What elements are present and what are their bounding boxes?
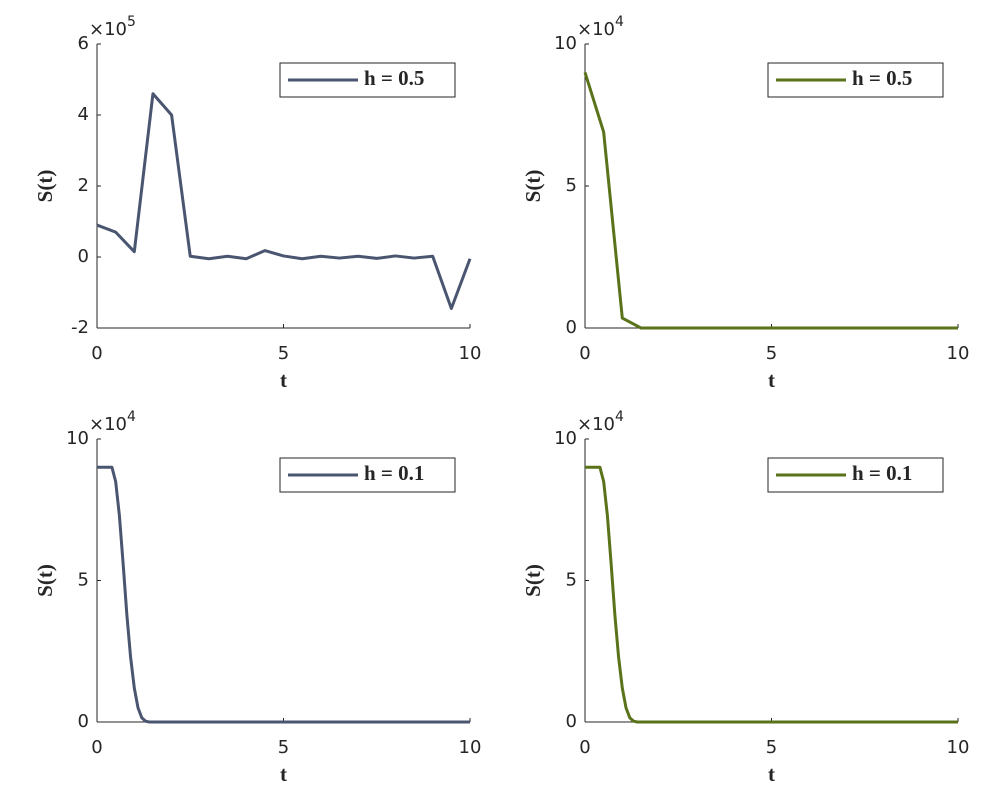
y-tick-label: 0 [78,711,89,732]
y-tick-label: 4 [78,104,89,125]
y-tick-label: 5 [566,175,577,196]
x-tick-label: 10 [947,343,970,364]
data-line [97,465,470,724]
x-tick-label: 5 [278,737,289,758]
multiplier-base: ×10 [577,19,615,40]
multiplier-exponent: 4 [127,409,136,425]
x-tick-label: 5 [766,343,777,364]
y-tick-label: 6 [78,33,89,54]
x-tick-label: 10 [459,343,482,364]
legend-box [279,62,456,98]
x-tick-label: 0 [579,343,590,364]
legend-label: h = 0.1 [364,461,424,485]
x-tick-label: 10 [459,737,482,758]
y-axis-label: S(t) [33,170,57,203]
subplot: 0 5 10 0 5 10 t S(t) ×104 h = 0.5 [521,14,970,392]
subplot: 0 5 10 0 5 10 t S(t) ×104 h = 0.1 [521,409,970,786]
x-tick-label: 0 [91,737,102,758]
y-axis-label: S(t) [521,564,545,597]
axis-multiplier: ×104 [577,409,624,435]
multiplier-exponent: 5 [127,14,136,30]
x-tick-label: 0 [91,343,102,364]
y-tick-label: 10 [66,428,89,449]
y-tick-label: 2 [78,175,89,196]
x-axis-label: t [768,762,775,786]
multiplier-base: ×10 [89,19,127,40]
multiplier-exponent: 4 [615,14,624,30]
legend-label: h = 0.5 [364,66,424,90]
y-tick-label: 10 [554,33,577,54]
y-tick-label: 5 [566,570,577,591]
x-tick-label: 10 [947,737,970,758]
legend-label: h = 0.5 [852,66,912,90]
x-axis-label: t [280,368,287,392]
y-tick-label: 10 [554,428,577,449]
y-axis-label: S(t) [521,170,545,203]
y-axis-label: S(t) [33,564,57,597]
data-line [585,465,958,724]
data-line [583,71,958,330]
y-tick-label: -2 [71,317,89,338]
y-tick-label: 5 [78,570,89,591]
axis-multiplier: ×105 [89,14,136,40]
multiplier-base: ×10 [89,414,127,435]
axis-multiplier: ×104 [577,14,624,40]
x-axis-label: t [280,762,287,786]
legend-label: h = 0.1 [852,461,912,485]
data-line [96,92,472,310]
multiplier-base: ×10 [577,414,615,435]
y-tick-label: 0 [566,317,577,338]
y-tick-label: 0 [566,711,577,732]
x-tick-label: 5 [278,343,289,364]
y-tick-label: 0 [78,246,89,267]
x-tick-label: 5 [766,737,777,758]
subplot: 0 5 10 0 5 10 t S(t) ×104 h = 0.1 [33,409,482,786]
x-tick-label: 0 [579,737,590,758]
axis-multiplier: ×104 [89,409,136,435]
x-axis-label: t [768,368,775,392]
multiplier-exponent: 4 [615,409,624,425]
